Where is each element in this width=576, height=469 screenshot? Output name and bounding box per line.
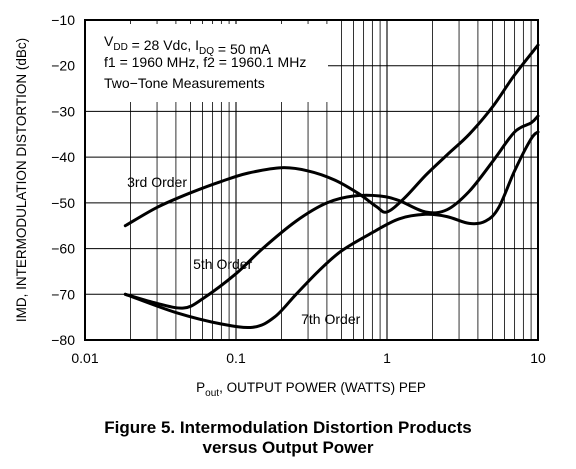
y-tick-label: −10 <box>51 12 75 28</box>
imd-chart: −10 −20 −30 −40 −50 −60 −70 −80 0.01 0.1 1 10 VDD … <box>14 12 546 399</box>
caption-line-2: versus Output Power <box>202 438 374 457</box>
y-tick-label: −40 <box>51 149 75 165</box>
x-tick-label: 1 <box>383 350 391 366</box>
series-line-1 <box>123 43 540 228</box>
y-tick-label: −30 <box>51 103 75 119</box>
series-label-1: 3rd Order <box>127 174 187 190</box>
x-tick-label: 0.1 <box>226 350 246 366</box>
series-line-3 <box>123 130 540 330</box>
x-tick-labels: 0.01 0.1 1 10 <box>71 350 546 366</box>
condition-line: VDD = 28 Vdc, IDQ = 50 mA <box>104 33 271 57</box>
caption-line-1: Figure 5. Intermodulation Distortion Pro… <box>104 418 472 437</box>
y-tick-labels: −10 −20 −30 −40 −50 −60 −70 −80 <box>51 12 75 348</box>
series-label-3: 7th Order <box>301 311 360 327</box>
series-group <box>123 43 540 330</box>
condition-line: Two−Tone Measurements <box>104 75 265 91</box>
x-tick-label: 10 <box>530 350 546 366</box>
y-tick-label: −20 <box>51 58 75 74</box>
series-line-2 <box>123 114 540 310</box>
x-tick-label: 0.01 <box>71 350 98 366</box>
conditions-box <box>84 24 328 102</box>
y-tick-label: −60 <box>51 241 75 257</box>
y-tick-label: −50 <box>51 195 75 211</box>
series-label-2: 5th Order <box>193 256 252 272</box>
condition-line: f1 = 1960 MHz, f2 = 1960.1 MHz <box>104 54 306 70</box>
y-tick-label: −70 <box>51 286 75 302</box>
y-axis-title: IMD, INTERMODULATION DISTORTION (dBc) <box>14 38 29 322</box>
plot-frame <box>84 19 539 341</box>
series-labels: 3rd Order 5th Order 7th Order <box>127 174 361 327</box>
figure-caption: Figure 5. Intermodulation Distortion Pro… <box>0 418 576 458</box>
y-tick-label: −80 <box>51 332 75 348</box>
x-axis-title: Pout, OUTPUT POWER (WATTS) PEP <box>196 380 426 399</box>
